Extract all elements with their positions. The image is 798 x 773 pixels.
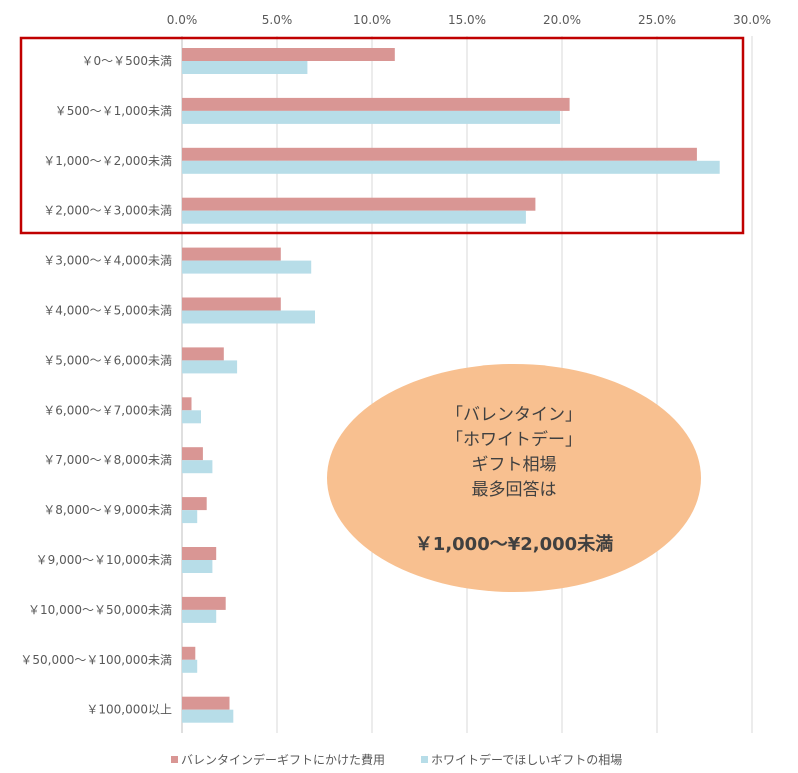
bar-valentine bbox=[182, 696, 230, 710]
callout-ellipse bbox=[327, 364, 701, 592]
callout-line-3: ギフト相場 bbox=[472, 455, 557, 475]
bar-whiteday bbox=[182, 510, 198, 524]
bar-whiteday bbox=[182, 410, 201, 424]
x-tick-label: 20.0% bbox=[543, 13, 581, 27]
category-labels: ￥0～￥500未満 ￥500～￥1,000未満 ￥1,000～￥2,000未満 ￥2,… bbox=[20, 54, 172, 717]
category-label: ￥6,000～￥7,000未満 bbox=[43, 403, 172, 417]
highlight-box bbox=[19, 36, 745, 235]
bar-whiteday bbox=[182, 659, 198, 673]
bar-whiteday bbox=[182, 210, 526, 224]
bar-whiteday bbox=[182, 110, 561, 124]
callout-line-4: 最多回答は bbox=[472, 480, 557, 500]
callout: 「バレンタイン」 「ホワイトデー」 ギフト相場 最多回答は ￥1,000～¥2,… bbox=[327, 364, 701, 592]
category-label: ￥9,000～￥10,000未満 bbox=[36, 553, 172, 567]
bar-valentine bbox=[182, 397, 192, 411]
bar-valentine bbox=[182, 447, 203, 461]
callout-line-2: 「ホワイトデー」 bbox=[446, 429, 582, 450]
bar-whiteday bbox=[182, 310, 315, 324]
bar-whiteday bbox=[182, 460, 213, 474]
bar-valentine bbox=[182, 547, 217, 560]
category-label: ￥50,000～￥100,000未満 bbox=[20, 653, 172, 667]
x-tick-label: 15.0% bbox=[448, 13, 486, 27]
bars bbox=[182, 48, 720, 723]
bar-valentine bbox=[182, 97, 570, 111]
bar-valentine bbox=[182, 48, 395, 61]
bar-valentine bbox=[182, 297, 281, 311]
bar-valentine bbox=[182, 596, 226, 610]
x-tick-label: 10.0% bbox=[353, 13, 391, 27]
bar-valentine bbox=[182, 147, 697, 161]
category-label: ￥7,000～￥8,000未満 bbox=[43, 453, 172, 467]
category-label: ￥0～￥500未満 bbox=[81, 54, 172, 68]
bar-valentine bbox=[182, 347, 224, 361]
category-label: ￥100,000以上 bbox=[86, 703, 172, 717]
bar-whiteday bbox=[182, 61, 308, 74]
category-label: ￥4,000～￥5,000未満 bbox=[43, 304, 172, 318]
bar-whiteday bbox=[182, 260, 312, 274]
x-tick-label: 0.0% bbox=[167, 13, 198, 27]
x-tick-label: 5.0% bbox=[262, 13, 293, 27]
bar-whiteday bbox=[182, 160, 720, 174]
category-label: ￥8,000～￥9,000未満 bbox=[43, 503, 172, 517]
legend-label-whiteday: ホワイトデーでほしいギフトの相場 bbox=[431, 752, 622, 767]
bar-whiteday bbox=[182, 609, 217, 623]
x-tick-label: 25.0% bbox=[638, 13, 676, 27]
category-label: ￥1,000～￥2,000未満 bbox=[43, 154, 172, 168]
category-label: ￥10,000～￥50,000未満 bbox=[28, 603, 172, 617]
bar-valentine bbox=[182, 247, 281, 261]
x-axis-ticks: 0.0% 5.0% 10.0% 15.0% 20.0% 25.0% 30.0% bbox=[167, 13, 771, 27]
legend: バレンタインデーギフトにかけた費用 ホワイトデーでほしいギフトの相場 bbox=[171, 752, 622, 767]
x-tick-label: 30.0% bbox=[733, 13, 771, 27]
legend-label-valentine: バレンタインデーギフトにかけた費用 bbox=[181, 752, 385, 767]
callout-emphasis: ￥1,000～¥2,000未満 bbox=[415, 533, 613, 555]
callout-line-1: 「バレンタイン」 bbox=[446, 405, 582, 425]
legend-swatch-valentine bbox=[171, 756, 178, 763]
bar-whiteday bbox=[182, 709, 234, 723]
bar-valentine bbox=[182, 497, 207, 511]
category-label: ￥3,000～￥4,000未満 bbox=[43, 254, 172, 268]
bar-whiteday bbox=[182, 360, 238, 374]
bar-valentine bbox=[182, 646, 196, 660]
legend-swatch-whiteday bbox=[421, 756, 428, 763]
category-label: ￥2,000～￥3,000未満 bbox=[43, 204, 172, 218]
category-label: ￥500～￥1,000未満 bbox=[55, 104, 172, 118]
bar-valentine bbox=[182, 197, 536, 211]
bar-whiteday bbox=[182, 560, 213, 573]
category-label: ￥5,000～￥6,000未満 bbox=[43, 353, 172, 367]
